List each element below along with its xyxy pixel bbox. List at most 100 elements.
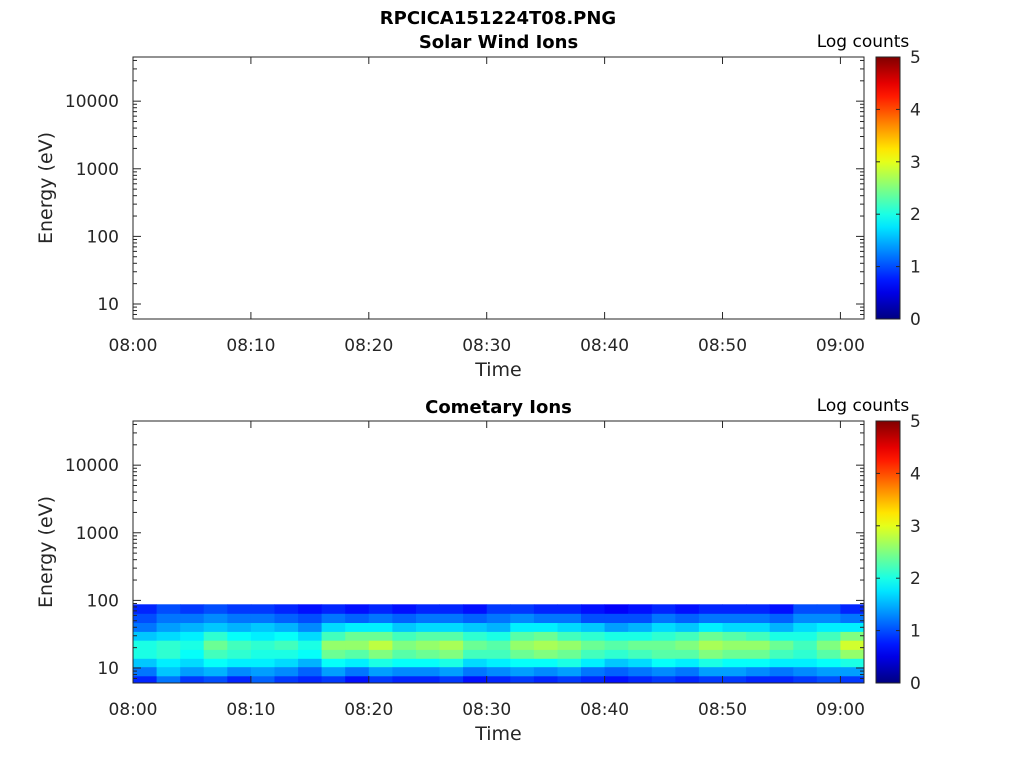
- spectrogram-cell: [675, 622, 700, 632]
- y-tick-label: 10: [97, 659, 119, 679]
- x-tick-label: 08:10: [226, 336, 275, 356]
- spectrogram-cell: [274, 622, 299, 632]
- spectrogram-cell: [133, 622, 157, 632]
- spectrogram-cell: [793, 604, 818, 614]
- spectrogram-cell: [651, 604, 676, 614]
- spectrogram-cell: [321, 622, 346, 632]
- spectrogram-cell: [557, 666, 582, 677]
- spectrogram-cell: [840, 631, 865, 641]
- y-tick-label: 1000: [76, 160, 119, 180]
- spectrogram-cell: [368, 631, 393, 641]
- spectrogram-cell: [298, 675, 323, 684]
- colorbar-tick-label: 1: [910, 622, 921, 642]
- spectrogram-cell: [368, 640, 393, 650]
- spectrogram-cell: [533, 640, 558, 650]
- spectrogram-cell: [793, 613, 818, 623]
- spectrogram-cell: [156, 613, 181, 623]
- y-tick-label: 1000: [76, 524, 119, 544]
- spectrogram-cell: [133, 658, 157, 668]
- spectrogram-cell: [675, 640, 700, 650]
- spectrogram-cell: [250, 640, 275, 650]
- spectrogram-cell: [510, 604, 535, 614]
- spectrogram-cell: [368, 658, 393, 668]
- spectrogram-cell: [486, 666, 511, 677]
- spectrogram-cell: [793, 622, 818, 632]
- spectrogram-cell: [746, 649, 771, 659]
- spectrogram-cell: [628, 613, 653, 623]
- y-tick-label: 100: [87, 591, 119, 611]
- spectrogram-cell: [698, 640, 723, 650]
- colorbar-gradient-bar: [876, 421, 900, 683]
- spectrogram-cell: [840, 640, 865, 650]
- spectrogram-cell: [180, 613, 205, 623]
- spectrogram-cell: [698, 675, 723, 684]
- spectrogram-cell: [746, 604, 771, 614]
- y-tick-label: 10: [97, 295, 119, 315]
- spectrogram-cell: [274, 640, 299, 650]
- spectrogram-cell: [439, 631, 464, 641]
- spectrogram-cell: [510, 675, 535, 684]
- figure-title: RPCICA151224T08.PNG: [380, 8, 616, 29]
- spectrogram-cell: [769, 675, 794, 684]
- spectrogram-cell: [628, 658, 653, 668]
- spectrogram-cell: [203, 666, 228, 677]
- spectrogram-cell: [816, 622, 841, 632]
- spectrogram-cell: [463, 622, 488, 632]
- spectrogram-cell: [486, 622, 511, 632]
- spectrogram-cell: [298, 631, 323, 641]
- spectrogram-cell: [392, 613, 417, 623]
- colorbar-frame: [875, 56, 901, 320]
- spectrogram-cell: [345, 622, 370, 632]
- spectrogram-cell: [345, 613, 370, 623]
- spectrogram-cell: [510, 640, 535, 650]
- spectrogram-cell: [816, 675, 841, 684]
- spectrogram-cell: [746, 622, 771, 632]
- spectrogram-cell: [274, 613, 299, 623]
- spectrogram-cell: [321, 666, 346, 677]
- spectrogram-cell: [416, 640, 440, 650]
- spectrogram-cell: [557, 640, 582, 650]
- spectrogram-cell: [816, 658, 841, 668]
- spectrogram-cell: [463, 604, 488, 614]
- spectrogram-cell: [557, 649, 582, 659]
- spectrogram-cell: [604, 631, 629, 641]
- spectrogram-cell: [793, 675, 818, 684]
- spectrogram-cell: [250, 658, 275, 668]
- x-tick-label: 08:40: [580, 336, 629, 356]
- colorbar-tick-label: 0: [910, 310, 921, 330]
- spectrogram-cell: [746, 675, 771, 684]
- spectrogram-cell: [816, 649, 841, 659]
- spectrogram-cell: [156, 675, 181, 684]
- spectrogram-cell: [227, 622, 252, 632]
- spectrogram-cell: [651, 640, 676, 650]
- spectrogram-cell: [227, 658, 252, 668]
- spectrogram-cell: [746, 613, 771, 623]
- spectrogram-cell: [203, 649, 228, 659]
- spectrogram-cell: [368, 666, 393, 677]
- spectrogram-cell: [416, 658, 440, 668]
- spectrogram-cell: [840, 658, 865, 668]
- spectrogram-cell: [581, 649, 605, 659]
- spectrogram-cell: [321, 675, 346, 684]
- spectrogram-cell: [604, 622, 629, 632]
- spectrogram-cell: [298, 666, 323, 677]
- spectrogram-cell: [510, 649, 535, 659]
- colorbar-tick-label: 1: [910, 258, 921, 278]
- spectrogram-cell: [675, 631, 700, 641]
- spectrogram-cell: [392, 604, 417, 614]
- spectrogram-cell: [557, 604, 582, 614]
- spectrogram-cell: [651, 622, 676, 632]
- spectrogram-cell: [274, 631, 299, 641]
- colorbar-tick-label: 3: [910, 517, 921, 537]
- spectrogram-cell: [345, 640, 370, 650]
- spectrogram-cell: [486, 649, 511, 659]
- spectrogram-cell: [746, 666, 771, 677]
- spectrogram-cell: [651, 666, 676, 677]
- spectrogram-cell: [345, 658, 370, 668]
- spectrogram-cell: [628, 640, 653, 650]
- spectrogram-cell: [416, 613, 440, 623]
- spectrogram-cell: [274, 666, 299, 677]
- colorbar-tick-label: 5: [910, 412, 921, 432]
- spectrogram-cell: [298, 649, 323, 659]
- y-tick-label: 10000: [65, 456, 119, 476]
